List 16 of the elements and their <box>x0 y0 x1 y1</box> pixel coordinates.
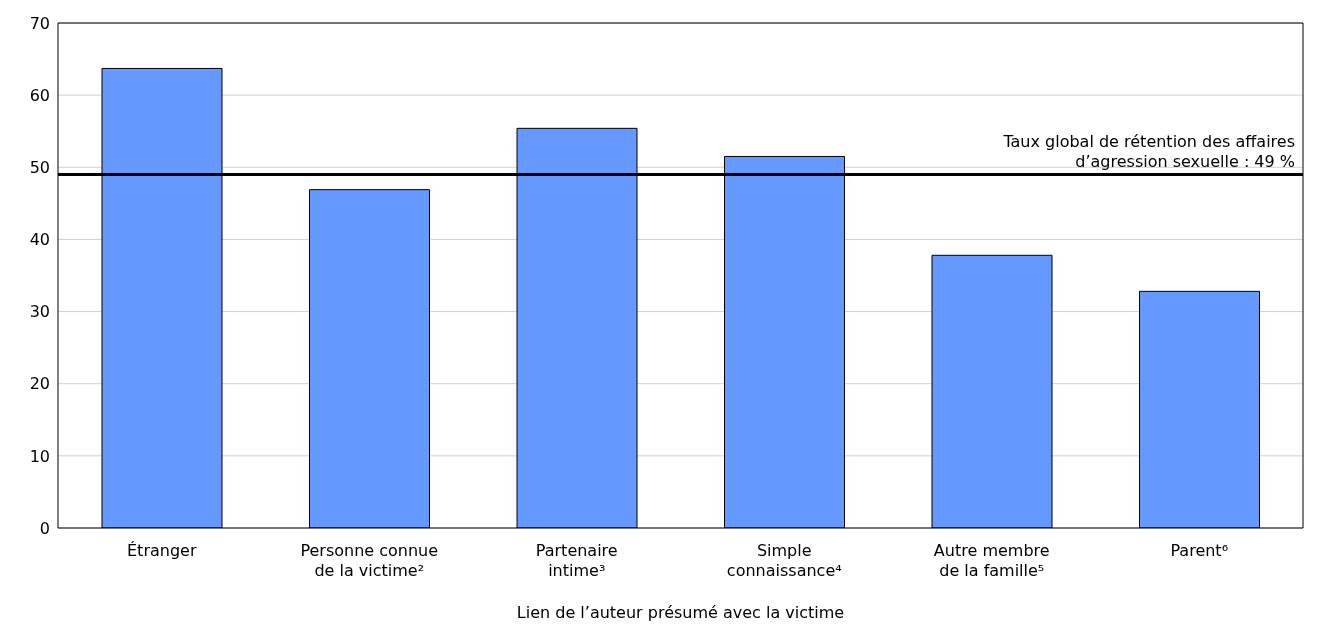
x-tick-label: Autre membre de la famille⁵ <box>933 541 1050 580</box>
y-tick-label: 30 <box>29 302 50 322</box>
y-tick-label: 20 <box>29 374 50 394</box>
y-tick-label: 60 <box>29 85 50 105</box>
x-tick-label: Parent⁶ <box>1170 541 1229 560</box>
y-tick-label: 70 <box>29 13 50 33</box>
x-axis-title: Lien de l’auteur présumé avec la victime <box>516 603 845 622</box>
ref-line-label: Taux global de rétention des affaires d’agression sexuelle : 49 % <box>1002 131 1295 171</box>
y-tick-label: 50 <box>29 157 50 177</box>
y-tick-label: 40 <box>29 230 50 250</box>
x-tick-label: Personne connue de la victime² <box>300 541 439 580</box>
x-tick-label: Simple connaissance⁴ <box>726 541 842 580</box>
x-tick-label: Partenaire intime³ <box>535 541 618 580</box>
x-tick-label: Étranger <box>127 541 197 560</box>
y-tick-label: 10 <box>29 446 50 466</box>
y-tick-label: 0 <box>39 518 50 538</box>
